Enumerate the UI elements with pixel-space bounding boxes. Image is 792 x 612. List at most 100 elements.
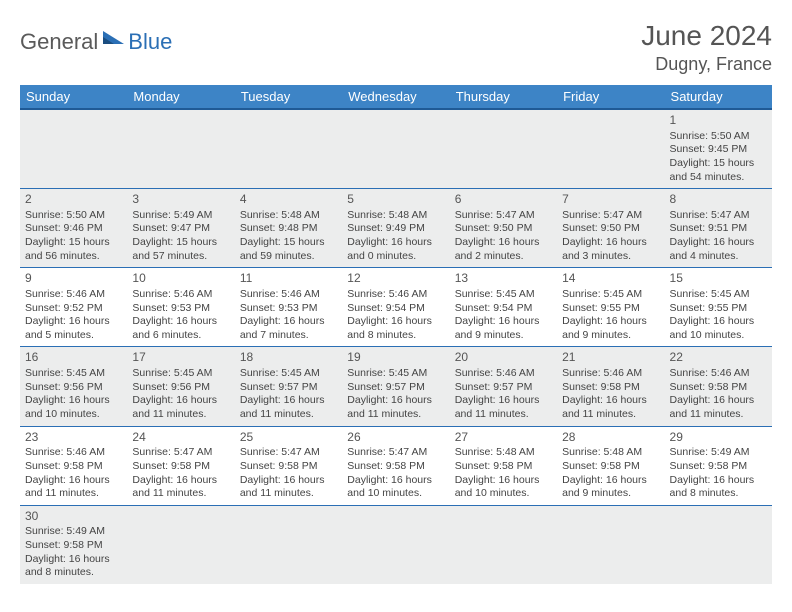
daylight-text: and 4 minutes. bbox=[670, 250, 767, 264]
weekday-header: Wednesday bbox=[342, 85, 449, 109]
daylight-text: and 10 minutes. bbox=[347, 487, 444, 501]
day-number: 5 bbox=[347, 192, 444, 208]
daylight-text: and 56 minutes. bbox=[25, 250, 122, 264]
sunrise-text: Sunrise: 5:47 AM bbox=[670, 209, 767, 223]
sunrise-text: Sunrise: 5:46 AM bbox=[132, 288, 229, 302]
daylight-text: and 6 minutes. bbox=[132, 329, 229, 343]
calendar-week-row: 9Sunrise: 5:46 AMSunset: 9:52 PMDaylight… bbox=[20, 268, 772, 347]
daylight-text: Daylight: 16 hours bbox=[347, 236, 444, 250]
sunset-text: Sunset: 9:49 PM bbox=[347, 222, 444, 236]
daylight-text: and 3 minutes. bbox=[562, 250, 659, 264]
daylight-text: Daylight: 15 hours bbox=[670, 157, 767, 171]
calendar-day-cell: 2Sunrise: 5:50 AMSunset: 9:46 PMDaylight… bbox=[20, 189, 127, 268]
day-number: 13 bbox=[455, 271, 552, 287]
sunrise-text: Sunrise: 5:46 AM bbox=[347, 288, 444, 302]
sunset-text: Sunset: 9:53 PM bbox=[240, 302, 337, 316]
day-number: 10 bbox=[132, 271, 229, 287]
sunrise-text: Sunrise: 5:45 AM bbox=[347, 367, 444, 381]
logo-text-general: General bbox=[20, 29, 98, 55]
calendar-day-cell: 3Sunrise: 5:49 AMSunset: 9:47 PMDaylight… bbox=[127, 189, 234, 268]
daylight-text: Daylight: 16 hours bbox=[132, 315, 229, 329]
day-number: 26 bbox=[347, 430, 444, 446]
sunset-text: Sunset: 9:56 PM bbox=[132, 381, 229, 395]
day-number: 1 bbox=[670, 113, 767, 129]
calendar-day-cell: 15Sunrise: 5:45 AMSunset: 9:55 PMDayligh… bbox=[665, 268, 772, 347]
day-number: 15 bbox=[670, 271, 767, 287]
daylight-text: Daylight: 16 hours bbox=[25, 553, 122, 567]
calendar-day-cell bbox=[127, 505, 234, 584]
calendar-day-cell: 1Sunrise: 5:50 AMSunset: 9:45 PMDaylight… bbox=[665, 109, 772, 189]
daylight-text: Daylight: 15 hours bbox=[25, 236, 122, 250]
sunset-text: Sunset: 9:58 PM bbox=[455, 460, 552, 474]
daylight-text: and 2 minutes. bbox=[455, 250, 552, 264]
sunset-text: Sunset: 9:51 PM bbox=[670, 222, 767, 236]
daylight-text: and 10 minutes. bbox=[670, 329, 767, 343]
daylight-text: Daylight: 16 hours bbox=[562, 236, 659, 250]
day-number: 28 bbox=[562, 430, 659, 446]
daylight-text: Daylight: 16 hours bbox=[25, 394, 122, 408]
sunset-text: Sunset: 9:58 PM bbox=[25, 539, 122, 553]
weekday-header: Sunday bbox=[20, 85, 127, 109]
daylight-text: Daylight: 16 hours bbox=[132, 474, 229, 488]
sunset-text: Sunset: 9:55 PM bbox=[562, 302, 659, 316]
calendar-day-cell bbox=[235, 109, 342, 189]
calendar-day-cell: 18Sunrise: 5:45 AMSunset: 9:57 PMDayligh… bbox=[235, 347, 342, 426]
daylight-text: Daylight: 16 hours bbox=[25, 315, 122, 329]
calendar-day-cell bbox=[235, 505, 342, 584]
sunset-text: Sunset: 9:58 PM bbox=[347, 460, 444, 474]
daylight-text: Daylight: 16 hours bbox=[670, 474, 767, 488]
daylight-text: and 11 minutes. bbox=[132, 487, 229, 501]
weekday-header: Saturday bbox=[665, 85, 772, 109]
calendar-day-cell: 5Sunrise: 5:48 AMSunset: 9:49 PMDaylight… bbox=[342, 189, 449, 268]
calendar-day-cell: 8Sunrise: 5:47 AMSunset: 9:51 PMDaylight… bbox=[665, 189, 772, 268]
sunrise-text: Sunrise: 5:49 AM bbox=[670, 446, 767, 460]
day-number: 12 bbox=[347, 271, 444, 287]
calendar-day-cell: 22Sunrise: 5:46 AMSunset: 9:58 PMDayligh… bbox=[665, 347, 772, 426]
sunrise-text: Sunrise: 5:45 AM bbox=[670, 288, 767, 302]
day-number: 18 bbox=[240, 350, 337, 366]
day-number: 9 bbox=[25, 271, 122, 287]
sunrise-text: Sunrise: 5:49 AM bbox=[132, 209, 229, 223]
daylight-text: and 9 minutes. bbox=[562, 487, 659, 501]
day-number: 14 bbox=[562, 271, 659, 287]
daylight-text: Daylight: 16 hours bbox=[455, 315, 552, 329]
day-number: 8 bbox=[670, 192, 767, 208]
day-number: 16 bbox=[25, 350, 122, 366]
daylight-text: and 11 minutes. bbox=[455, 408, 552, 422]
daylight-text: Daylight: 16 hours bbox=[240, 315, 337, 329]
day-number: 6 bbox=[455, 192, 552, 208]
daylight-text: Daylight: 16 hours bbox=[347, 394, 444, 408]
sunset-text: Sunset: 9:53 PM bbox=[132, 302, 229, 316]
calendar-day-cell bbox=[557, 505, 664, 584]
sunset-text: Sunset: 9:58 PM bbox=[240, 460, 337, 474]
daylight-text: Daylight: 16 hours bbox=[455, 394, 552, 408]
sunrise-text: Sunrise: 5:48 AM bbox=[240, 209, 337, 223]
sunset-text: Sunset: 9:55 PM bbox=[670, 302, 767, 316]
daylight-text: Daylight: 16 hours bbox=[25, 474, 122, 488]
daylight-text: and 5 minutes. bbox=[25, 329, 122, 343]
logo-text-blue: Blue bbox=[128, 29, 172, 55]
calendar-day-cell: 10Sunrise: 5:46 AMSunset: 9:53 PMDayligh… bbox=[127, 268, 234, 347]
sunset-text: Sunset: 9:57 PM bbox=[347, 381, 444, 395]
calendar-day-cell bbox=[665, 505, 772, 584]
day-number: 19 bbox=[347, 350, 444, 366]
calendar-day-cell: 29Sunrise: 5:49 AMSunset: 9:58 PMDayligh… bbox=[665, 426, 772, 505]
sunset-text: Sunset: 9:58 PM bbox=[25, 460, 122, 474]
daylight-text: and 10 minutes. bbox=[25, 408, 122, 422]
day-number: 11 bbox=[240, 271, 337, 287]
sunrise-text: Sunrise: 5:46 AM bbox=[25, 288, 122, 302]
daylight-text: and 59 minutes. bbox=[240, 250, 337, 264]
daylight-text: and 9 minutes. bbox=[562, 329, 659, 343]
daylight-text: Daylight: 16 hours bbox=[455, 236, 552, 250]
calendar-day-cell bbox=[342, 109, 449, 189]
calendar-day-cell bbox=[127, 109, 234, 189]
daylight-text: and 11 minutes. bbox=[670, 408, 767, 422]
sunrise-text: Sunrise: 5:48 AM bbox=[562, 446, 659, 460]
day-number: 22 bbox=[670, 350, 767, 366]
daylight-text: Daylight: 16 hours bbox=[240, 394, 337, 408]
calendar-day-cell: 30Sunrise: 5:49 AMSunset: 9:58 PMDayligh… bbox=[20, 505, 127, 584]
calendar-day-cell bbox=[450, 505, 557, 584]
daylight-text: Daylight: 16 hours bbox=[670, 315, 767, 329]
daylight-text: and 9 minutes. bbox=[455, 329, 552, 343]
calendar-week-row: 1Sunrise: 5:50 AMSunset: 9:45 PMDaylight… bbox=[20, 109, 772, 189]
